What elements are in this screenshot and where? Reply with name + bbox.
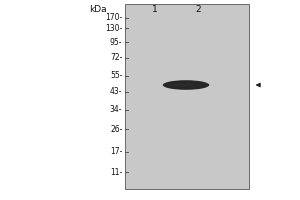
Text: 55-: 55- [110, 71, 122, 80]
Text: 170-: 170- [105, 14, 122, 22]
Text: 1: 1 [152, 5, 158, 14]
Ellipse shape [169, 83, 194, 87]
Text: 34-: 34- [110, 105, 122, 114]
Text: 17-: 17- [110, 147, 122, 156]
Text: 43-: 43- [110, 87, 122, 96]
Text: kDa: kDa [89, 5, 106, 14]
Text: 2: 2 [195, 5, 201, 14]
Text: 95-: 95- [110, 38, 122, 47]
Text: 26-: 26- [110, 124, 122, 134]
Ellipse shape [163, 80, 209, 90]
FancyBboxPatch shape [124, 4, 249, 189]
Text: 130-: 130- [105, 24, 122, 33]
Text: 11-: 11- [110, 168, 122, 177]
Text: 72-: 72- [110, 53, 122, 62]
